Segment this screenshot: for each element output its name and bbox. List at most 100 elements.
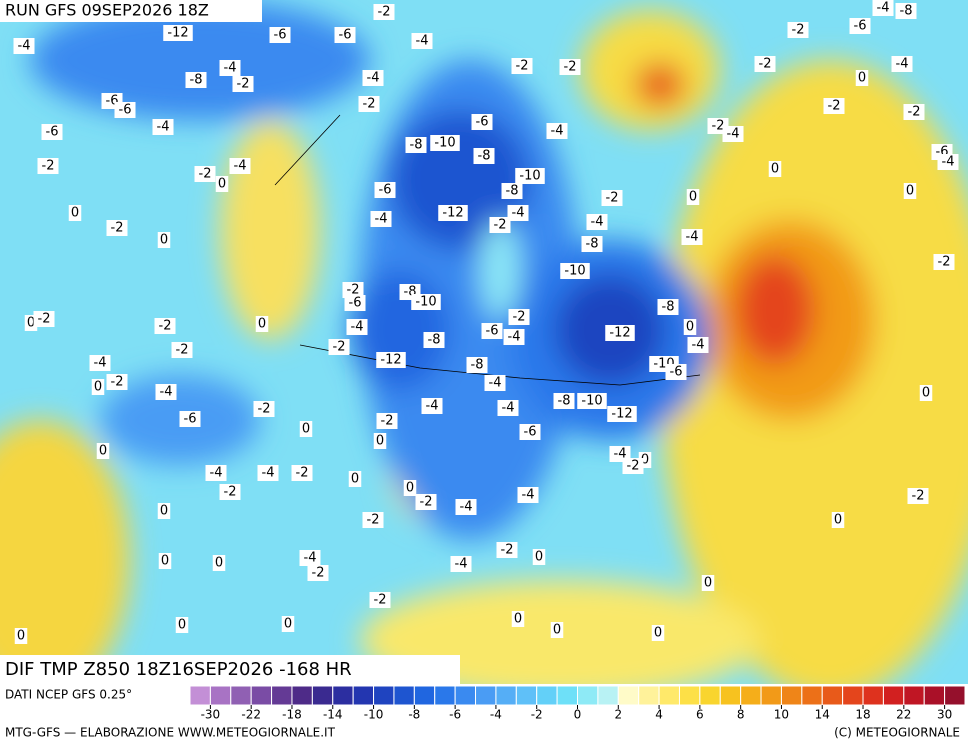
contour-label: -2: [908, 105, 921, 120]
label-box: [511, 58, 533, 74]
contour-label: 0: [258, 317, 266, 332]
label-box: [212, 555, 226, 571]
contour-label: -2: [237, 77, 250, 92]
contour-label: -6: [524, 425, 537, 440]
contour-label: -2: [363, 97, 376, 112]
contour-label: -2: [199, 167, 212, 182]
contour-label: -2: [828, 99, 841, 114]
legend-swatch: [842, 685, 864, 706]
legend-tick-label: -6: [449, 708, 461, 722]
label-box: [665, 364, 687, 380]
label-box: [299, 421, 313, 437]
label-box: [68, 205, 82, 221]
label-box: [450, 556, 472, 572]
label-box: [348, 471, 362, 487]
contour-label: -8: [900, 4, 913, 19]
label-box: [411, 294, 441, 310]
legend-swatch: [536, 685, 558, 706]
contour-label: -2: [501, 543, 514, 558]
label-box: [152, 119, 174, 135]
contour-label: -10: [434, 136, 455, 151]
label-box: [511, 611, 525, 627]
contour-label: -8: [662, 300, 675, 315]
label-box: [507, 205, 529, 221]
label-box: [681, 229, 703, 245]
label-box: [560, 263, 590, 279]
legend-swatch: [311, 685, 334, 706]
contour-label: -4: [522, 488, 535, 503]
label-box: [179, 411, 201, 427]
legend-tick-label: 30: [937, 708, 952, 722]
label-box: [255, 316, 269, 332]
contour-label: 0: [553, 623, 561, 638]
contour-label: 0: [641, 453, 649, 468]
contour-label: 0: [406, 481, 414, 496]
label-box: [253, 401, 275, 417]
label-box: [651, 625, 665, 641]
contour-label: -2: [516, 59, 529, 74]
contour-labels: -2-4-12 -6 -6 -4-4-8 -2 -4-6-6-4-2-6-2-2-400-…: [13, 0, 959, 644]
contour-label: 0: [284, 617, 292, 632]
contour-label: 0: [906, 184, 914, 199]
label-box: [581, 236, 603, 252]
legend-swatch: [638, 685, 660, 706]
label-box: [768, 161, 782, 177]
label-box: [342, 282, 364, 298]
contour-label: -8: [478, 149, 491, 164]
label-box: [41, 124, 63, 140]
legend-tick-label: 6: [696, 708, 704, 722]
contour-label: -10: [564, 264, 585, 279]
contour-label: -12: [611, 407, 632, 422]
label-box: [362, 70, 384, 86]
legend-swatch: [678, 685, 701, 706]
contour-label: -2: [712, 119, 725, 134]
label-box: [496, 542, 518, 558]
contour-label: 0: [834, 513, 842, 528]
label-box: [175, 617, 189, 633]
contour-label: -2: [333, 340, 346, 355]
title-box: [0, 655, 460, 684]
label-box: [13, 38, 35, 54]
contour-label: -4: [551, 124, 564, 139]
label-box: [473, 148, 495, 164]
label-box: [430, 135, 460, 151]
legend-swatch: [719, 685, 742, 706]
label-box: [484, 375, 506, 391]
label-box: [403, 480, 417, 496]
label-box: [919, 385, 933, 401]
label-box: [215, 176, 229, 192]
label-box: [14, 628, 28, 644]
legend-swatch: [332, 685, 354, 706]
label-box: [466, 357, 488, 373]
contour-label: 0: [535, 550, 543, 565]
source-label: DATI NCEP GFS 0.25°: [5, 688, 132, 702]
legend-swatch: [556, 685, 579, 706]
contour-label: -4: [614, 447, 627, 462]
run-box: [0, 0, 262, 22]
label-box: [657, 299, 679, 315]
label-box: [369, 592, 391, 608]
label-box: [205, 465, 227, 481]
contour-label: 0: [215, 556, 223, 571]
contour-label: 0: [27, 316, 35, 331]
label-box: [559, 59, 581, 75]
legend-swatch: [617, 685, 640, 706]
label-box: [307, 565, 329, 581]
legend-swatch: [740, 685, 762, 706]
contour-label: 0: [351, 472, 359, 487]
legend-swatch: [291, 685, 313, 706]
contour-label: -2: [792, 23, 805, 38]
label-box: [299, 550, 321, 566]
contour-label: -2: [938, 255, 951, 270]
legend-swatch: [250, 685, 273, 706]
legend-tick-label: -18: [282, 708, 302, 722]
contour-label: -2: [606, 191, 619, 206]
legend-swatch: [209, 685, 232, 706]
legend-swatch: [577, 685, 599, 706]
label-box: [508, 309, 530, 325]
contour-label: -10: [581, 394, 602, 409]
label-box: [683, 319, 697, 335]
contour-label: -4: [367, 71, 380, 86]
contour-label: 0: [922, 386, 930, 401]
contour-label: -6: [349, 296, 362, 311]
